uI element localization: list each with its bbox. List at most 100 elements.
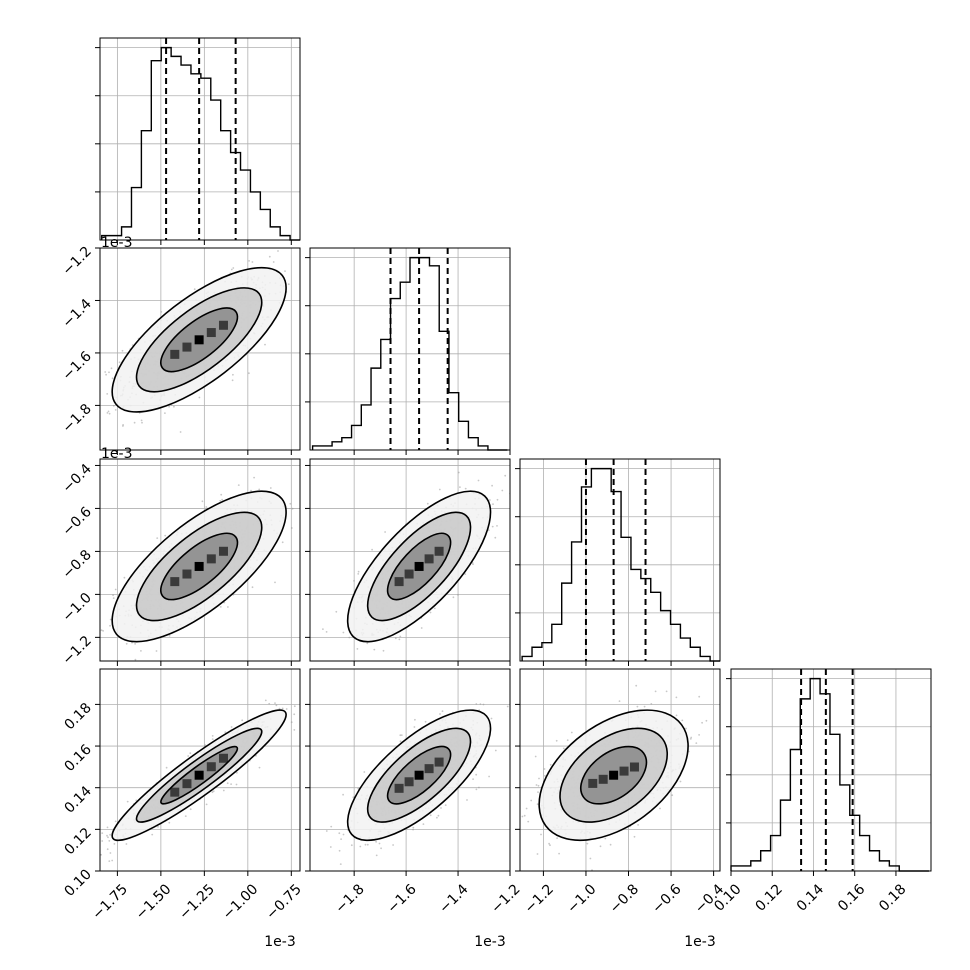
scatter-point — [173, 405, 175, 408]
scatter-point — [211, 791, 214, 794]
scatter-point — [440, 807, 442, 809]
scatter-point — [123, 576, 126, 579]
scatter-point — [293, 713, 296, 716]
contour-middle — [366, 727, 472, 823]
scatter-point — [151, 833, 154, 836]
scatter-panel-3-2 — [515, 669, 720, 871]
contour-middle — [135, 511, 263, 622]
scatter-point — [112, 594, 114, 597]
scatter-point — [211, 738, 214, 740]
contour-outer — [111, 266, 287, 413]
scatter-point — [264, 343, 266, 346]
contour-inner — [386, 745, 452, 805]
scatter-point — [90, 673, 92, 675]
scatter-point — [384, 531, 386, 533]
contour-inner — [386, 532, 452, 601]
scatter-point — [212, 790, 215, 792]
scatter-point — [189, 752, 192, 755]
scatter-point — [126, 800, 129, 803]
scatter-point — [327, 672, 329, 674]
scatter-point — [106, 393, 109, 395]
scatter-point — [689, 738, 692, 740]
scatter-panel-3-0 — [100, 669, 300, 871]
scatter-point — [504, 474, 507, 477]
histogram-frame-0 — [99, 37, 301, 241]
scatter-frame-1-0 — [99, 247, 301, 451]
scatter-point — [342, 631, 345, 634]
scatter-point — [107, 410, 110, 413]
scatter-point — [540, 833, 542, 836]
density-peak-cell — [194, 561, 204, 571]
scatter-point — [84, 631, 86, 633]
scatter-point — [515, 812, 517, 814]
scatter-point — [310, 873, 312, 875]
scatter-point — [464, 573, 467, 575]
scatter-point — [441, 710, 444, 713]
scatter-point — [452, 596, 455, 599]
scatter-point — [375, 840, 377, 843]
scatter-point — [124, 664, 126, 666]
density-peak-cell — [404, 777, 414, 787]
scatter-point — [109, 852, 112, 854]
scatter-point — [439, 713, 441, 715]
scatter-point — [201, 500, 204, 503]
density-group — [104, 231, 300, 463]
scatter-point — [104, 371, 107, 373]
scatter-point — [204, 744, 207, 747]
density-peak-cell — [424, 554, 434, 564]
scatter-point — [106, 834, 108, 837]
scatter-point — [366, 843, 369, 846]
density-peak-cell — [170, 349, 180, 359]
scatter-point — [102, 630, 104, 632]
scatter-point — [184, 815, 187, 817]
scatter-point — [339, 863, 342, 865]
scatter-point — [350, 844, 353, 847]
density-peak-cell — [394, 783, 404, 793]
density-group — [84, 476, 317, 675]
density-peak-cell — [194, 335, 204, 345]
density-peak-cell — [194, 770, 204, 780]
scatter-point — [272, 261, 275, 263]
scatter-point — [109, 618, 112, 621]
scatter-point — [259, 231, 261, 233]
scatter-point — [230, 783, 233, 785]
density-peak-cell — [170, 787, 180, 797]
scatter-point — [491, 525, 494, 528]
scatter-point — [232, 267, 235, 269]
scatter-point — [501, 489, 504, 492]
scatter-point — [398, 638, 401, 641]
scatter-point — [142, 461, 144, 463]
scatter-point — [330, 825, 333, 828]
scatter-point — [168, 405, 171, 408]
scatter-point — [496, 525, 498, 527]
histogram-panel-0 — [95, 38, 300, 241]
scatter-point — [290, 527, 293, 529]
scatter-point — [109, 833, 111, 836]
scatter-point — [464, 487, 467, 490]
scatter-point — [100, 629, 103, 632]
scatter-point — [426, 502, 429, 505]
scatter-point — [412, 826, 415, 829]
scatter-point — [106, 412, 109, 414]
scatter-point — [665, 690, 668, 693]
scatter-point — [250, 489, 252, 492]
scatter-point — [108, 412, 111, 415]
scatter-point — [268, 255, 271, 258]
scatter-point — [220, 493, 223, 496]
scatter-point — [357, 570, 360, 573]
histogram-frame-3 — [730, 668, 932, 872]
histogram-frame-2 — [519, 458, 721, 662]
scatter-point — [382, 649, 385, 652]
scatter-point — [125, 642, 128, 645]
scatter-point — [237, 484, 240, 486]
scatter-point — [251, 586, 254, 589]
scatter-point — [293, 705, 296, 708]
scatter-point — [433, 607, 436, 610]
scatter-point — [134, 658, 137, 661]
scatter-point — [315, 483, 317, 485]
scatter-point — [112, 404, 115, 407]
scatter-point — [457, 471, 460, 474]
density-peak-cell — [218, 320, 228, 330]
scatter-point — [277, 250, 279, 252]
